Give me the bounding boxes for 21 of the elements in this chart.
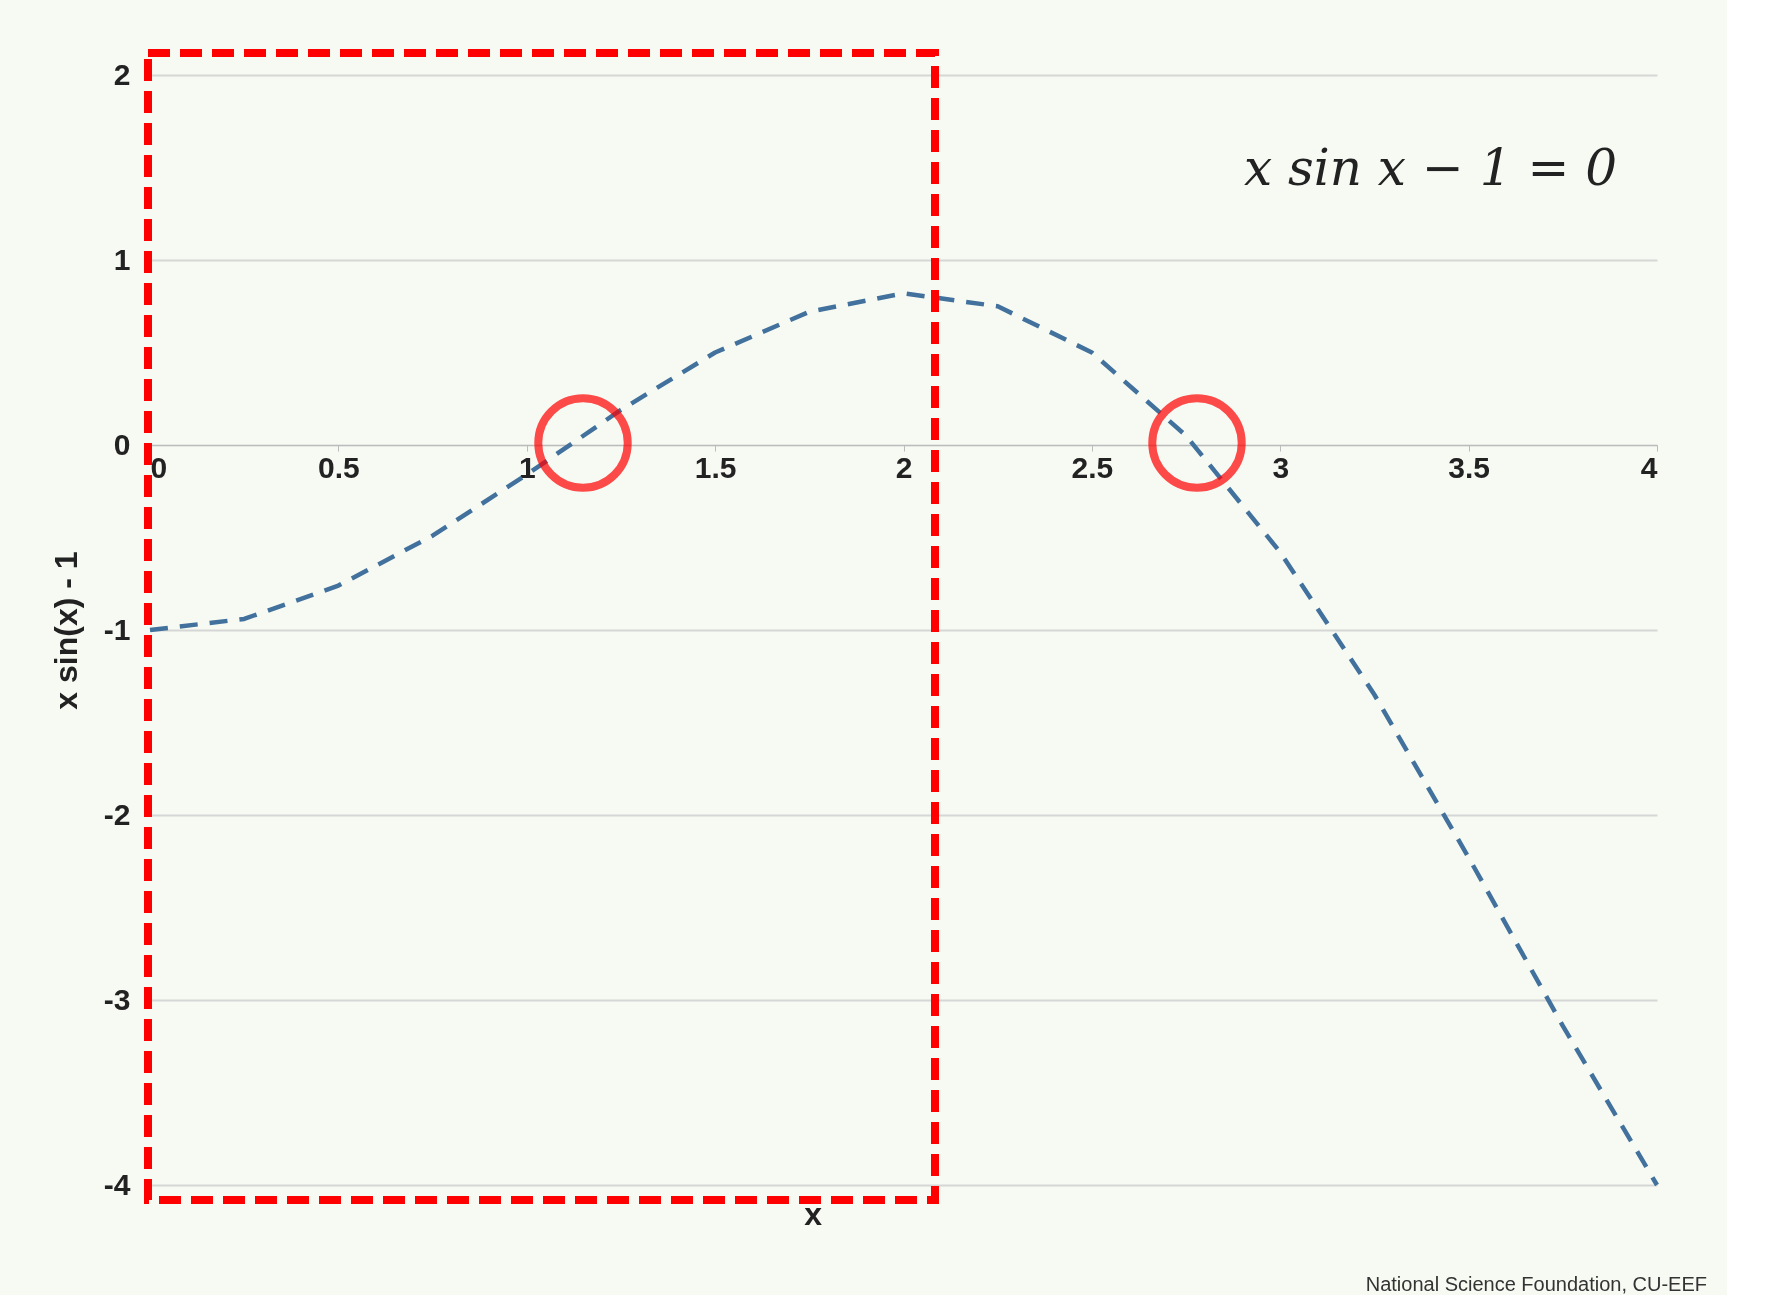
x-tick-label: 3 — [1272, 450, 1290, 484]
y-tick-label: -3 — [103, 982, 131, 1016]
x-tick-label: 1.5 — [694, 450, 737, 484]
y-tick-label: -4 — [103, 1167, 131, 1201]
text: National Science Foundation, CU-EEF — [1365, 1273, 1707, 1295]
x-tick-label: 2 — [895, 450, 913, 484]
line-series — [147, 291, 1660, 1188]
y-tick-label: 0 — [113, 427, 131, 461]
x-tick-label: 1 — [518, 450, 536, 484]
x-tick-label: 0.5 — [318, 450, 360, 484]
y-axis-title: x sin(x) - 1 — [47, 551, 84, 710]
annotation: x sin x − 1 = 0 — [1243, 139, 1617, 197]
x-tick-label: 0 — [150, 450, 168, 484]
y-tick-label: -1 — [103, 612, 131, 646]
y-tick-label: 2 — [113, 57, 131, 91]
x-axis-title: x — [804, 1196, 823, 1232]
x-tick-label: 2.5 — [1071, 450, 1114, 484]
x-tick-label: 4 — [1640, 450, 1658, 484]
y-tick-label: -2 — [103, 797, 131, 831]
x-tick-label: 3.5 — [1448, 450, 1490, 484]
y-tick-label: 1 — [113, 242, 131, 276]
